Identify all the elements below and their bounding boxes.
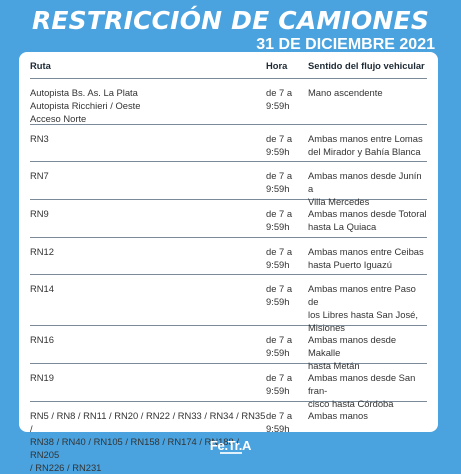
table-row: RN12 de 7 a 9:59h Ambas manos entre Ceibas… xyxy=(30,238,427,275)
time-cell: de 7 a 9:59h xyxy=(266,410,293,434)
time-cell: de 7 a 9:59h xyxy=(266,334,293,358)
time-cell: de 7 a 9:59h xyxy=(266,133,293,157)
table-row: RN7 de 7 a 9:59h Ambas manos desde Junín a… xyxy=(30,162,427,207)
table-header-row: Ruta Hora Sentido del flujo vehicular xyxy=(30,52,427,79)
direction-cell: Ambas manos desde Makalle hasta Metán xyxy=(308,334,397,371)
page-title: RESTRICCIÓN DE CAMIONES xyxy=(31,6,430,35)
route-cell: RN7 xyxy=(30,170,49,181)
route-cell: RN16 xyxy=(30,334,54,345)
time-cell: de 7 a 9:59h xyxy=(266,87,293,111)
time-cell: de 7 a 9:59h xyxy=(266,372,293,396)
column-header-ruta: Ruta xyxy=(30,60,51,71)
direction-cell: Ambas manos desde Junín a Villa Mercedes xyxy=(308,170,422,207)
table-row: RN9 de 7 a 9:59h Ambas manos desde Totoral… xyxy=(30,200,427,238)
route-cell: RN19 xyxy=(30,372,54,383)
table-row: Autopista Bs. As. La Plata Autopista Ric… xyxy=(30,79,427,125)
direction-cell: Mano ascendente xyxy=(308,87,383,98)
table-row: RN3 de 7 a 9:59h Ambas manos entre Lomas d… xyxy=(30,125,427,162)
direction-cell: Ambas manos entre Ceibas hasta Puerto Ig… xyxy=(308,246,424,270)
direction-cell: Ambas manos entre Lomas del Mirador y Ba… xyxy=(308,133,423,157)
route-cell: RN3 xyxy=(30,133,49,144)
direction-cell: Ambas manos desde Totoral hasta La Quiac… xyxy=(308,208,427,232)
date-label: 31 DE DICIEMBRE 2021 xyxy=(256,36,435,53)
time-cell: de 7 a 9:59h xyxy=(266,208,293,232)
time-cell: de 7 a 9:59h xyxy=(266,170,293,194)
restriction-table: Ruta Hora Sentido del flujo vehicular Au… xyxy=(19,52,438,473)
table-row: RN14 de 7 a 9:59h Ambas manos entre Paso d… xyxy=(30,275,427,333)
table-row: RN16 de 7 a 9:59h Ambas manos desde Makall… xyxy=(30,326,427,371)
time-cell: de 7 a 9:59h xyxy=(266,246,293,270)
table-row: RN5 / RN8 / RN11 / RN20 / RN22 / RN33 / … xyxy=(30,402,427,473)
direction-cell: Ambas manos entre Paso de los Libres has… xyxy=(308,283,418,333)
route-cell: RN14 xyxy=(30,283,54,294)
column-header-hora: Hora xyxy=(266,60,288,71)
table-row: RN19 de 7 a 9:59h Ambas manos desde San fr… xyxy=(30,364,427,409)
time-cell: de 7 a 9:59h xyxy=(266,283,293,307)
feta-logo: Fe.Tr.A xyxy=(209,438,252,453)
route-cell: RN12 xyxy=(30,246,54,257)
logo-underline xyxy=(0,452,461,455)
route-cell: RN9 xyxy=(30,208,49,219)
route-cell: Autopista Bs. As. La Plata Autopista Ric… xyxy=(30,87,141,124)
direction-cell: Ambas manos desde San fran- cisco hasta … xyxy=(308,372,416,409)
column-header-sentido: Sentido del flujo vehicular xyxy=(308,60,425,71)
direction-cell: Ambas manos xyxy=(308,410,368,421)
